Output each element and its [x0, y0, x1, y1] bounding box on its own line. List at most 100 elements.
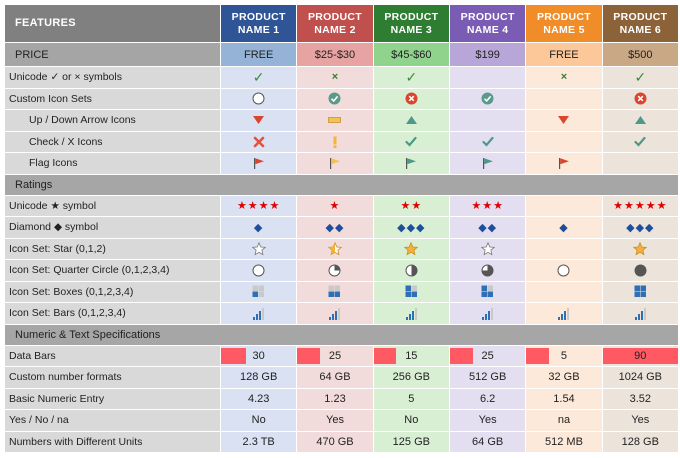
- flag-red-icon: [253, 158, 264, 170]
- product-2-cell: 64 GB: [296, 366, 374, 389]
- cell-value: 3.52: [629, 392, 652, 405]
- price-label: PRICE: [4, 42, 221, 67]
- quarter-circle-icon: [557, 264, 570, 277]
- price-row: PRICE FREE $25-$30 $45-$60 $199 FREE $50…: [4, 42, 679, 67]
- product-1-cell: ◆: [219, 216, 298, 239]
- product-3-cell: [372, 259, 450, 282]
- product-1-cell: ★★★★: [219, 194, 298, 217]
- product-header-4: PRODUCT NAME 4: [448, 4, 527, 43]
- product-4-cell: 64 GB: [448, 430, 527, 453]
- product-4-cell: [448, 152, 527, 175]
- product-5-cell: na: [525, 409, 603, 432]
- cell-value: 2.3 TB: [242, 435, 275, 448]
- product-4-cell: ★★★: [448, 194, 527, 217]
- star-rating: ★★★★: [236, 200, 281, 213]
- star-rating: ★★★: [471, 200, 504, 213]
- boxes-icon: [328, 285, 341, 298]
- dash-icon: [328, 117, 342, 124]
- product-3-cell: [372, 280, 450, 303]
- cell-value: 128 GB: [621, 435, 659, 448]
- product-2-cell: [296, 259, 374, 282]
- product-4-cell: [448, 130, 527, 153]
- cell-value: Yes: [631, 414, 650, 427]
- product-3-cell: [372, 109, 450, 132]
- product-2-cell: 1.23: [296, 387, 374, 410]
- diamond-rating: ◆◆◆: [397, 221, 426, 234]
- product-4-cell: 6.2: [448, 387, 527, 410]
- arrow-down-icon: [253, 116, 265, 125]
- product-4-cell: [448, 302, 527, 325]
- product-2-cell: 470 GB: [296, 430, 374, 453]
- check-symbol: ✓: [634, 68, 647, 85]
- diamond-rating: ◆: [253, 221, 264, 234]
- x-circle-icon: [405, 92, 418, 105]
- feature-label: Unicode ★ symbol: [4, 194, 221, 217]
- feature-row-iconset-quarter: Icon Set: Quarter Circle (0,1,2,3,4): [4, 259, 679, 282]
- feature-label: Check / X Icons: [4, 130, 221, 153]
- cell-value: 128 GB: [240, 371, 278, 384]
- feature-label: Data Bars: [4, 344, 221, 367]
- product-1-cell: [219, 109, 298, 132]
- feature-row-yes-no: Yes / No / na No Yes No Yes na Yes: [4, 409, 679, 432]
- data-bar-fill: [603, 347, 678, 364]
- star-rating-icon: [251, 241, 266, 256]
- product-1-cell: 128 GB: [219, 366, 298, 389]
- price-value: $199: [448, 42, 527, 67]
- product-6-cell: [601, 152, 679, 175]
- signal-bars-icon: [405, 307, 417, 320]
- product-4-cell: [448, 66, 527, 89]
- product-4-cell: 25: [448, 344, 527, 367]
- cell-value: 64 GB: [319, 371, 351, 384]
- feature-row-basic-numeric: Basic Numeric Entry 4.23 1.23 5 6.2 1.54 3.52: [4, 387, 679, 410]
- product-2-cell: ★: [296, 194, 374, 217]
- data-bar-value: 25: [328, 349, 342, 362]
- feature-row-iconset-bars: Icon Set: Bars (0,1,2,3,4): [4, 302, 679, 325]
- product-5-cell: [525, 280, 603, 303]
- product-1-cell: [219, 259, 298, 282]
- product-3-cell: 5: [372, 387, 450, 410]
- cell-value: 470 GB: [316, 435, 354, 448]
- product-5-cell: [525, 237, 603, 260]
- product-5-cell: 32 GB: [525, 366, 603, 389]
- cell-value: 6.2: [480, 392, 496, 405]
- data-bar-fill: [374, 347, 397, 364]
- product-4-cell: Yes: [448, 409, 527, 432]
- product-2-cell: Yes: [296, 409, 374, 432]
- product-4-cell: 512 GB: [448, 366, 527, 389]
- check-icon: [634, 137, 646, 147]
- cell-value: 256 GB: [392, 371, 430, 384]
- signal-bars-icon: [558, 307, 570, 320]
- product-2-cell: 25: [296, 344, 374, 367]
- check-circle-icon: [481, 92, 494, 105]
- product-5-cell: [525, 259, 603, 282]
- quarter-circle-icon: [634, 264, 647, 277]
- signal-bars-icon: [253, 307, 265, 320]
- product-4-cell: ◆◆: [448, 216, 527, 239]
- arrow-down-icon: [558, 116, 570, 125]
- product-5-cell: ◆: [525, 216, 603, 239]
- price-value: $500: [601, 42, 679, 67]
- feature-label: Numbers with Different Units: [4, 430, 221, 453]
- data-bar-value: 15: [405, 349, 418, 362]
- product-4-cell: [448, 237, 527, 260]
- product-1-cell: [219, 87, 298, 110]
- signal-bars-icon: [329, 307, 341, 320]
- product-6-cell: ★★★★★: [601, 194, 679, 217]
- feature-label: Icon Set: Boxes (0,1,2,3,4): [4, 280, 221, 303]
- product-2-cell: ×: [296, 66, 374, 89]
- flag-red-icon: [558, 158, 569, 170]
- arrow-up-icon: [405, 116, 417, 125]
- data-bar-fill: [297, 347, 320, 364]
- feature-label: Icon Set: Bars (0,1,2,3,4): [4, 302, 221, 325]
- cell-value: Yes: [478, 414, 497, 427]
- product-6-cell: [601, 237, 679, 260]
- cell-value: 4.23: [247, 392, 270, 405]
- product-3-cell: 15: [372, 344, 450, 367]
- product-4-cell: [448, 87, 527, 110]
- feature-row-iconset-star: Icon Set: Star (0,1,2): [4, 237, 679, 260]
- product-6-cell: [601, 302, 679, 325]
- product-1-cell: 30: [219, 344, 298, 367]
- diamond-rating: ◆: [559, 221, 569, 234]
- check-symbol: ✓: [405, 68, 418, 85]
- price-value: $25-$30: [296, 42, 374, 67]
